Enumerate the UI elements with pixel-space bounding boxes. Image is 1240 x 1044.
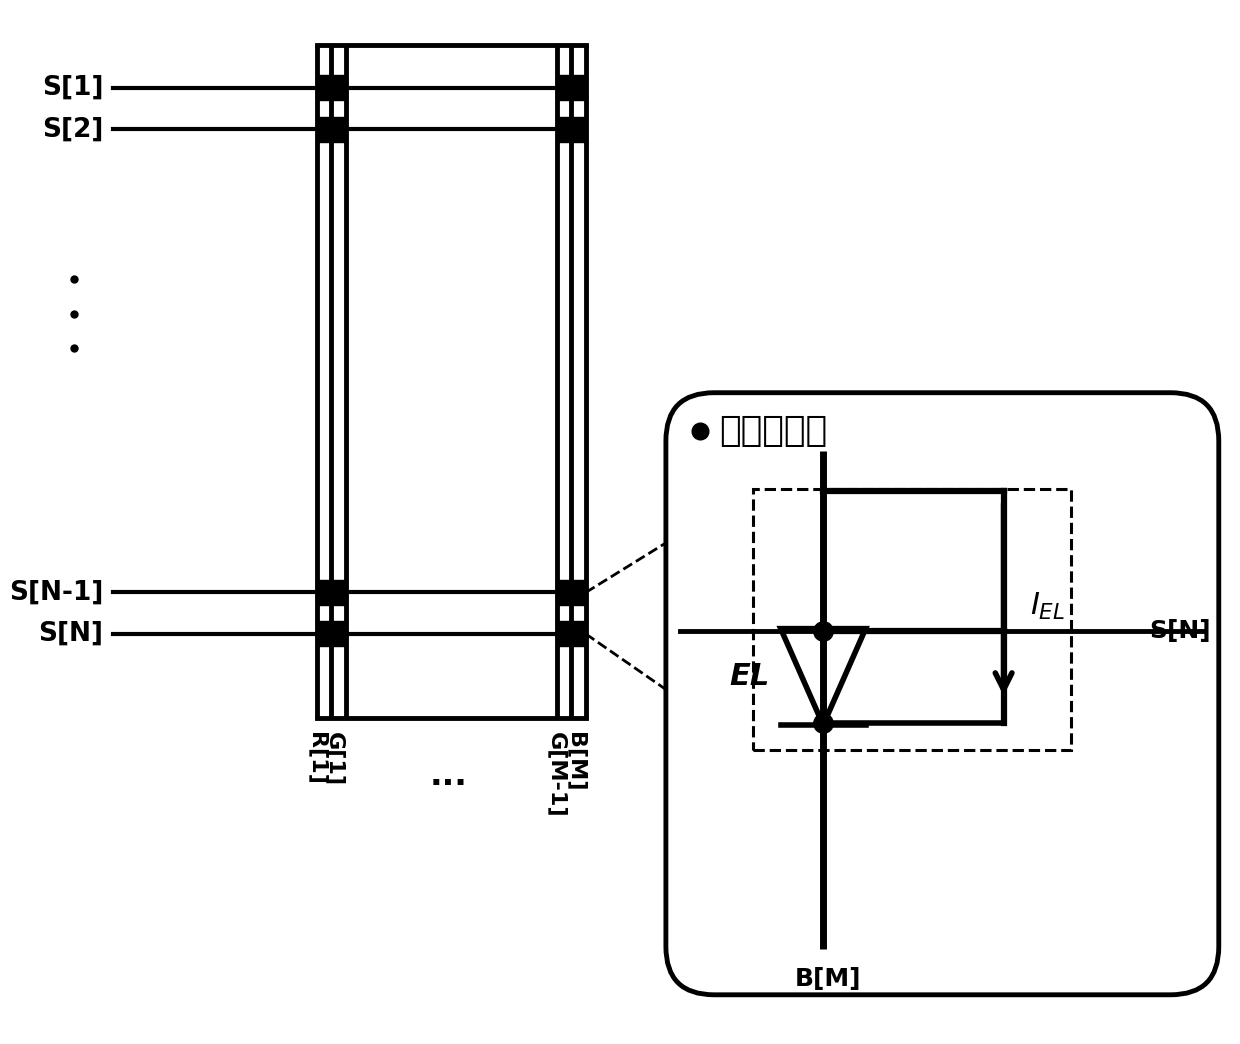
Text: B[M]: B[M] bbox=[795, 967, 862, 991]
Text: G[1]: G[1] bbox=[325, 732, 345, 786]
Text: ...: ... bbox=[430, 759, 467, 792]
Bar bbox=[558, 117, 585, 142]
Bar bbox=[558, 75, 585, 100]
Text: R[1]: R[1] bbox=[306, 732, 326, 785]
Bar bbox=[558, 621, 585, 646]
Bar bbox=[317, 579, 345, 604]
Text: 子像素架构: 子像素架构 bbox=[719, 414, 827, 448]
Bar bbox=[317, 117, 345, 142]
Bar bbox=[753, 490, 1071, 750]
Text: S[1]: S[1] bbox=[42, 75, 103, 101]
Text: S[N-1]: S[N-1] bbox=[9, 579, 103, 606]
Text: S[N]: S[N] bbox=[38, 621, 103, 647]
Bar bbox=[317, 621, 345, 646]
Text: G[M-1]: G[M-1] bbox=[547, 732, 567, 817]
Text: B[M]: B[M] bbox=[565, 732, 585, 791]
Text: $\mathit{I}_{EL}$: $\mathit{I}_{EL}$ bbox=[1029, 591, 1065, 622]
Text: S[2]: S[2] bbox=[42, 116, 103, 142]
Bar bbox=[558, 579, 585, 604]
Bar bbox=[317, 75, 345, 100]
Text: S[N]: S[N] bbox=[1149, 619, 1211, 643]
FancyBboxPatch shape bbox=[666, 393, 1219, 995]
Text: EL: EL bbox=[729, 662, 769, 691]
